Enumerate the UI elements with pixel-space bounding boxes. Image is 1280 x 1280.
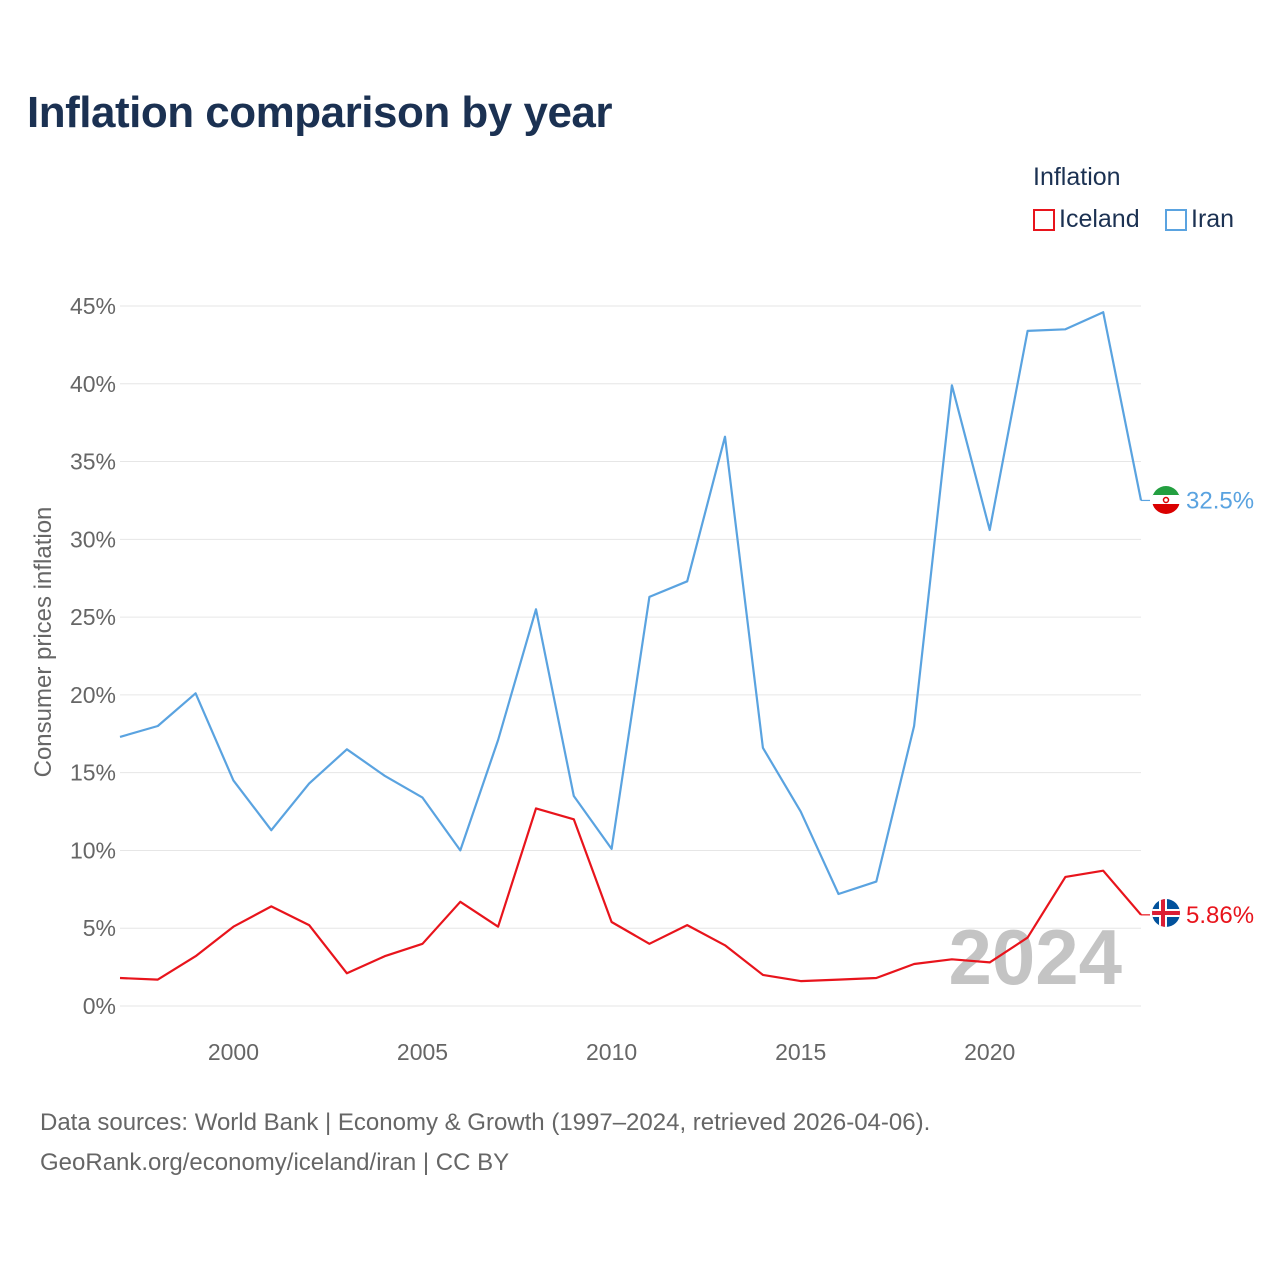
legend-item-iran[interactable]: Iran bbox=[1165, 205, 1234, 234]
x-tick-label: 2015 bbox=[775, 1039, 826, 1065]
y-tick-label: 5% bbox=[83, 915, 116, 941]
x-axis-ticks: 2000 2005 2010 2015 2020 bbox=[208, 1039, 1015, 1065]
y-tick-label: 10% bbox=[70, 837, 116, 863]
y-tick-label: 25% bbox=[70, 604, 116, 630]
legend-label-iran: Iran bbox=[1191, 205, 1235, 233]
y-tick-label: 30% bbox=[70, 526, 116, 552]
legend-label-iceland: Iceland bbox=[1059, 205, 1140, 233]
grid-lines bbox=[120, 305, 1141, 1007]
end-label-iran: 32.5% bbox=[1186, 487, 1254, 514]
x-tick-label: 2010 bbox=[586, 1039, 637, 1065]
year-watermark: 2024 bbox=[948, 913, 1122, 1001]
x-tick-label: 2000 bbox=[208, 1039, 259, 1065]
chart-title: Inflation comparison by year bbox=[27, 88, 613, 137]
y-tick-label: 35% bbox=[70, 449, 116, 475]
series-end-labels: 5.86% 32.5% bbox=[1186, 487, 1254, 928]
x-tick-label: 2005 bbox=[397, 1039, 448, 1065]
y-tick-label: 15% bbox=[70, 760, 116, 786]
y-tick-label: 0% bbox=[83, 993, 116, 1019]
line-chart: 0% 5% 10% 15% 20% 25% 30% 35% 40% 45% 2000 2005 201… bbox=[30, 293, 1254, 1065]
end-label-iceland: 5.86% bbox=[1186, 902, 1254, 929]
y-tick-label: 40% bbox=[70, 371, 116, 397]
iran-flag-icon bbox=[1152, 486, 1180, 514]
series-line-iran[interactable] bbox=[119, 311, 1143, 896]
source-line-1: Data sources: World Bank | Economy & Gro… bbox=[40, 1109, 931, 1136]
legend-swatch-iceland bbox=[1033, 208, 1055, 231]
x-tick-label: 2020 bbox=[964, 1039, 1015, 1065]
iceland-flag-icon bbox=[1152, 899, 1180, 927]
y-axis-label: Consumer prices inflation bbox=[30, 507, 57, 778]
y-tick-label: 45% bbox=[70, 293, 116, 319]
series-line-iceland[interactable] bbox=[119, 807, 1142, 983]
series-lines bbox=[119, 311, 1150, 983]
y-axis-ticks: 0% 5% 10% 15% 20% 25% 30% 35% 40% 45% bbox=[70, 293, 116, 1019]
legend-title: Inflation bbox=[1033, 163, 1121, 191]
source-line-2: GeoRank.org/economy/iceland/iran | CC BY bbox=[40, 1149, 510, 1176]
y-tick-label: 20% bbox=[70, 682, 116, 708]
legend-swatch-iran bbox=[1165, 208, 1187, 231]
legend-item-iceland[interactable]: Iceland bbox=[1033, 205, 1140, 234]
